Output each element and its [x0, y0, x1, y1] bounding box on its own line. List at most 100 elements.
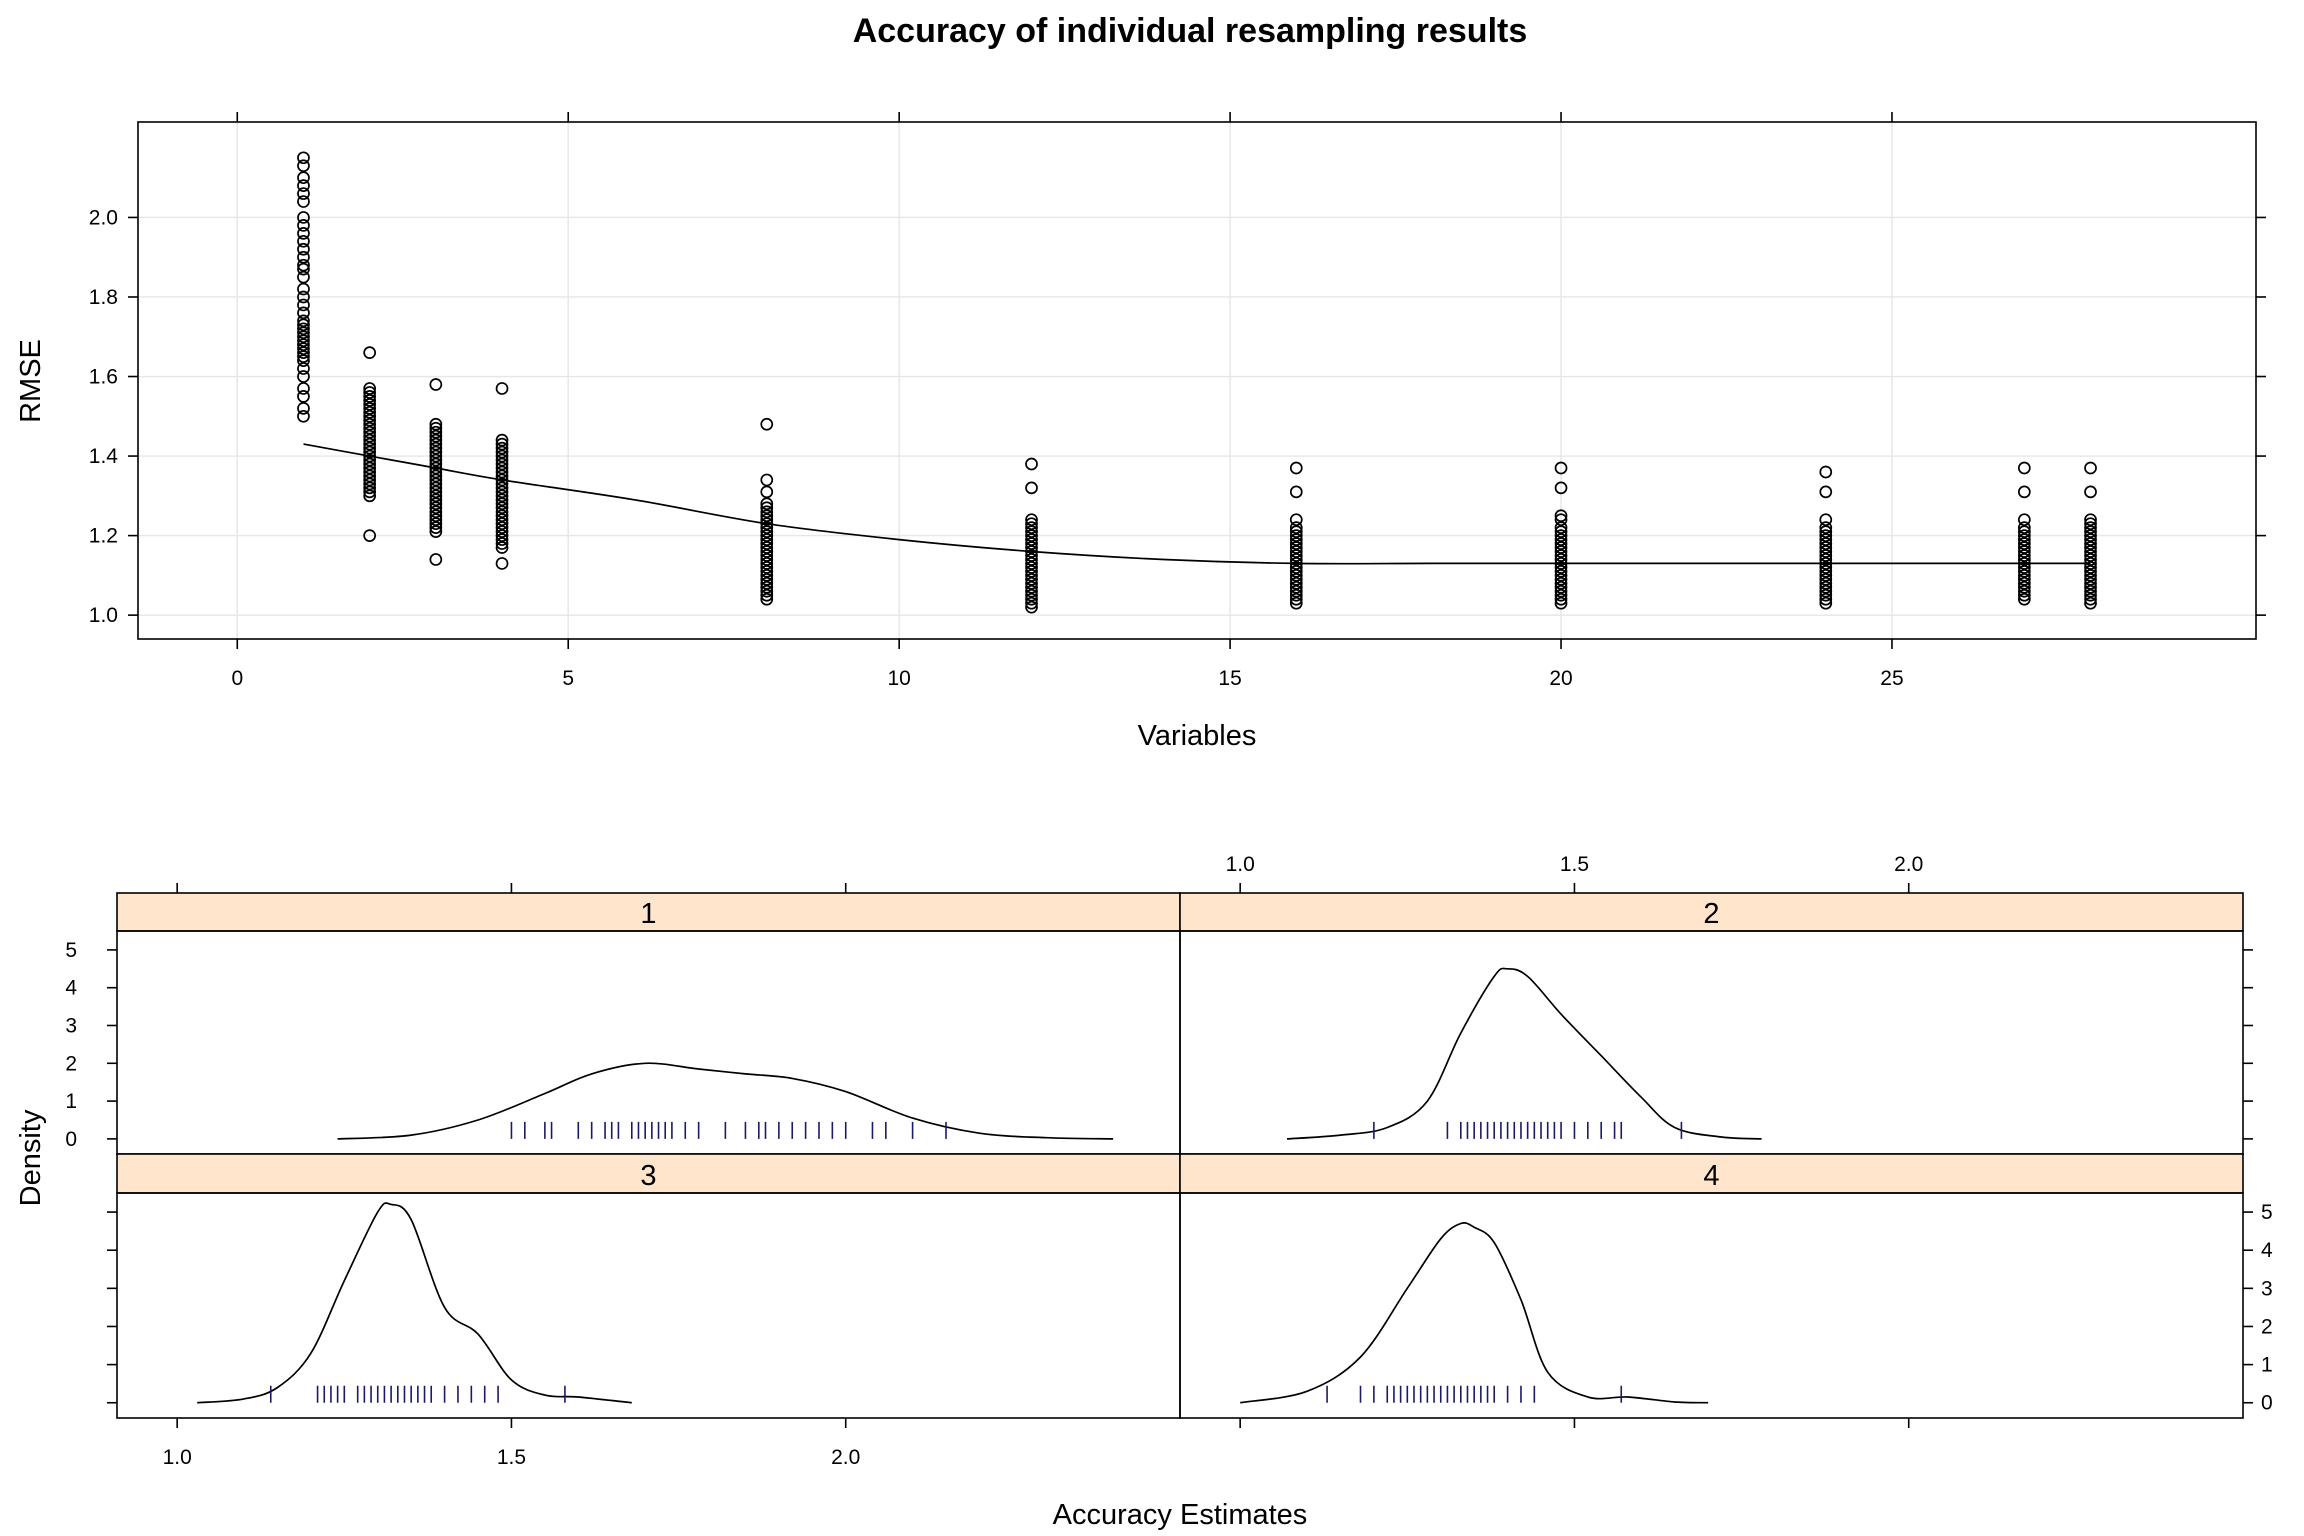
density-x-tick-label-top-1: 1.5 [1560, 853, 1589, 876]
density-panels: 1 2 3 4 0 1 2 3 4 5 1.0 1.5 2.0 1.0 1.5 2.0 0 1 2 3 4 5 Accu… [15, 853, 2273, 1531]
density-axes: 0 1 2 3 4 5 1.0 1.5 2.0 1.0 1.5 2.0 0 1 2 3 4 5 [65, 853, 2273, 1469]
scatter-point-9-13 [2017, 561, 2031, 574]
scatter-point-10-2 [2084, 513, 2097, 527]
scatter-point-6-21 [1289, 592, 1303, 606]
panel-frame-1 [116, 930, 1181, 1155]
scatter-point-0-18 [297, 306, 310, 320]
scatter-x-tick-label-5: 25 [1880, 667, 1903, 690]
scatter-point-0-16 [297, 290, 310, 304]
scatter-point-7-10 [1554, 545, 1568, 558]
scatter-point-3-13 [495, 481, 509, 495]
scatter-point-4-14 [760, 541, 774, 554]
scatter-point-1-27 [363, 485, 377, 499]
scatter-point-3-2 [495, 437, 509, 451]
scatter-point-1-3 [363, 390, 377, 403]
scatter-point-3-14 [495, 485, 509, 499]
scatter-point-1-29 [363, 529, 377, 542]
scatter-point-8-18 [1819, 580, 1833, 594]
scatter-point-6-15 [1289, 569, 1303, 582]
scatter-point-4-20 [760, 565, 774, 578]
scatter-point-0-6 [297, 211, 310, 224]
scatter-point-8-21 [1819, 592, 1833, 606]
scatter-point-7-9 [1554, 541, 1568, 554]
scatter-x-tick-label-4: 20 [1549, 667, 1572, 690]
scatter-point-10-12 [2084, 553, 2097, 566]
scatter-point-3-24 [495, 525, 509, 538]
scatter-point-7-2 [1554, 509, 1568, 523]
scatter-y-tick-label-2: 1.4 [89, 445, 119, 468]
scatter-point-2-18 [429, 485, 443, 499]
scatter-point-6-17 [1289, 576, 1303, 590]
scatter-point-3-20 [495, 509, 509, 523]
scatter-point-6-19 [1289, 584, 1303, 598]
scatter-point-10-3 [2084, 517, 2097, 531]
scatter-point-1-15 [363, 437, 377, 451]
density-y-axis-label: Density [15, 1109, 47, 1206]
scatter-point-0-5 [297, 195, 310, 208]
scatter-point-9-4 [2017, 525, 2031, 538]
scatter-point-0-26 [297, 342, 310, 356]
density-y-tick-label-right-1: 1 [2261, 1354, 2273, 1377]
scatter-point-5-22 [1025, 592, 1038, 606]
scatter-point-0-30 [297, 362, 310, 375]
scatter-point-5-24 [1025, 600, 1038, 614]
scatter-point-6-2 [1289, 513, 1303, 527]
scatter-point-8-22 [1819, 596, 1833, 610]
scatter-point-0-19 [297, 314, 310, 328]
density-x-axis-label: Accuracy Estimates [1053, 1499, 1308, 1531]
scatter-point-6-5 [1289, 529, 1303, 542]
scatter-point-4-22 [760, 572, 774, 586]
scatter-point-4-9 [760, 521, 774, 534]
scatter-y-tick-label-0: 1.0 [89, 604, 118, 627]
scatter-x-tick-label-3: 15 [1218, 667, 1241, 690]
scatter-point-7-12 [1554, 553, 1568, 566]
scatter-point-0-23 [297, 330, 310, 344]
scatter-point-5-8 [1025, 537, 1038, 550]
scatter-point-7-7 [1554, 533, 1568, 546]
scatter-frame [137, 121, 2257, 640]
scatter-point-1-7 [363, 405, 377, 419]
scatter-point-1-24 [363, 473, 377, 487]
scatter-x-tick-label-2: 10 [887, 667, 910, 690]
scatter-point-2-26 [429, 517, 443, 531]
scatter-point-2-4 [429, 429, 443, 443]
scatter-point-2-12 [429, 461, 443, 475]
scatter-point-6-7 [1289, 537, 1303, 550]
scatter-point-8-6 [1819, 533, 1833, 546]
scatter-point-0-22 [297, 326, 310, 340]
scatter-point-3-6 [495, 453, 509, 467]
scatter-point-2-21 [429, 497, 443, 511]
scatter-point-7-0 [1554, 461, 1568, 475]
scatter-point-7-22 [1554, 592, 1568, 606]
scatter-point-1-10 [363, 417, 377, 431]
scatter-point-10-1 [2084, 485, 2097, 499]
scatter-point-8-17 [1819, 576, 1833, 590]
scatter-point-7-19 [1554, 580, 1568, 594]
scatter-point-3-4 [495, 445, 509, 459]
scatter-point-0-27 [297, 346, 310, 360]
scatter-point-1-1 [363, 382, 377, 395]
panel-frame-3 [116, 1192, 1181, 1419]
scatter-point-5-2 [1025, 513, 1038, 527]
scatter-grid [138, 122, 2256, 639]
panel-strip-label-2: 2 [1703, 898, 1719, 930]
scatter-point-7-20 [1554, 584, 1568, 598]
scatter-point-9-0 [2017, 461, 2031, 475]
scatter-point-4-23 [760, 576, 774, 590]
scatter-point-6-16 [1289, 572, 1303, 586]
scatter-point-3-26 [495, 533, 509, 546]
panel-strip-label-1: 1 [640, 898, 656, 930]
scatter-point-8-0 [1819, 465, 1833, 479]
scatter-point-7-1 [1554, 481, 1568, 495]
scatter-point-6-13 [1289, 561, 1303, 574]
scatter-point-0-34 [297, 401, 310, 415]
scatter-point-1-20 [363, 457, 377, 471]
scatter-point-7-23 [1554, 596, 1568, 610]
scatter-point-4-4 [760, 501, 774, 515]
density-curve-2 [1286, 967, 1762, 1140]
density-content: 1 2 3 4 [116, 892, 2244, 1419]
scatter-point-7-6 [1554, 529, 1568, 542]
density-curve-3 [197, 1202, 632, 1404]
scatter-point-1-5 [363, 398, 377, 411]
